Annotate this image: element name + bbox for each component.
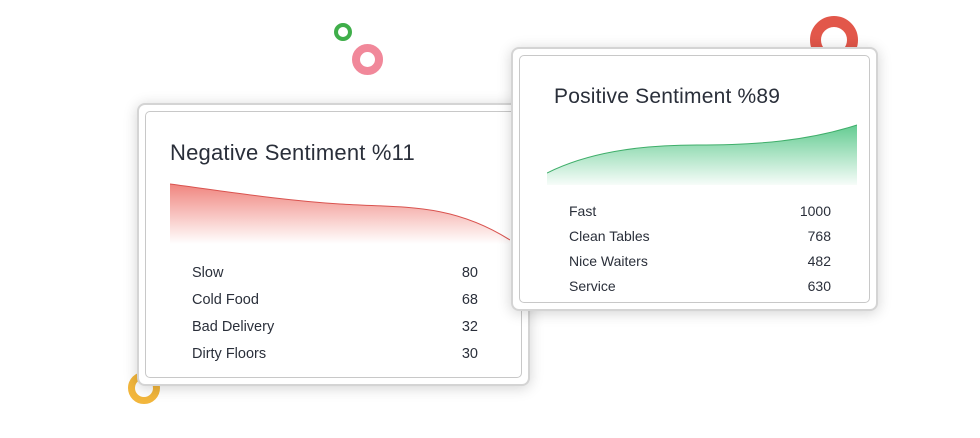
item-value: 68: [461, 292, 478, 308]
list-item: Clean Tables 768: [569, 223, 831, 248]
item-label: Cold Food: [192, 292, 259, 308]
positive-items-list: Fast 1000 Clean Tables 768 Nice Waiters …: [569, 198, 831, 298]
positive-sentiment-card: Positive Sentiment %89 Fast 1000 Clean T…: [511, 47, 878, 311]
item-label: Bad Delivery: [192, 319, 275, 335]
negative-items-list: Slow 80 Cold Food 68 Bad Delivery 32 Dir…: [192, 260, 478, 368]
item-label: Clean Tables: [569, 228, 650, 244]
list-item: Bad Delivery 32: [192, 314, 478, 341]
negative-sentiment-card: Negative Sentiment %11 Slow 80 Cold Food…: [137, 103, 530, 386]
item-value: 768: [807, 228, 831, 244]
item-value: 630: [807, 278, 831, 294]
list-item: Nice Waiters 482: [569, 248, 831, 273]
item-value: 482: [807, 253, 831, 269]
item-label: Service: [569, 278, 616, 294]
item-value: 32: [461, 319, 478, 335]
negative-card-title: Negative Sentiment %11: [170, 140, 415, 165]
negative-sentiment-wave: [170, 183, 510, 244]
list-item: Cold Food 68: [192, 287, 478, 314]
list-item: Dirty Floors 30: [192, 341, 478, 368]
positive-card-frame: Positive Sentiment %89 Fast 1000 Clean T…: [519, 55, 870, 303]
item-value: 1000: [799, 203, 831, 219]
list-item: Fast 1000: [569, 198, 831, 223]
decorative-ring-green: [334, 23, 352, 41]
decorative-ring-pink: [352, 44, 383, 75]
item-value: 80: [461, 265, 478, 281]
item-label: Fast: [569, 203, 597, 219]
list-item: Slow 80: [192, 260, 478, 287]
item-label: Dirty Floors: [192, 346, 267, 362]
item-label: Nice Waiters: [569, 253, 648, 269]
positive-card-title: Positive Sentiment %89: [554, 85, 781, 108]
list-item: Service 630: [569, 273, 831, 298]
item-value: 30: [461, 346, 478, 362]
positive-sentiment-wave: [547, 124, 857, 185]
negative-card-frame: Negative Sentiment %11 Slow 80 Cold Food…: [145, 111, 522, 378]
item-label: Slow: [192, 265, 224, 281]
